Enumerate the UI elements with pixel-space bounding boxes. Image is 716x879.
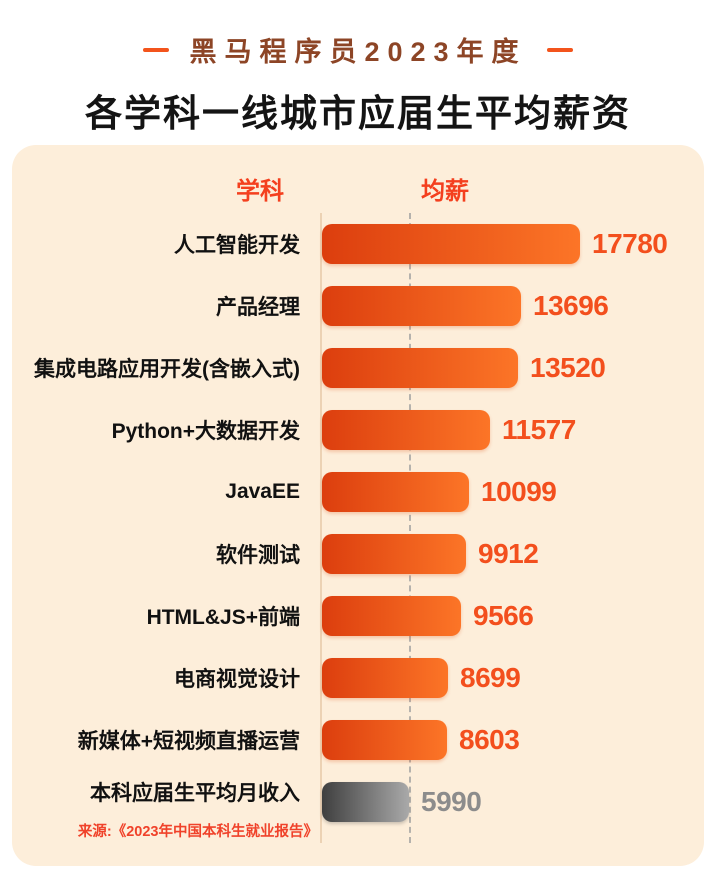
chart-row: 人工智能开发 17780 [12, 213, 704, 275]
bar-value: 8603 [459, 724, 520, 755]
chart-row: Python+大数据开发 11577 [12, 399, 704, 461]
chart-card: 学科 均薪 人工智能开发 17780 产品经理 13696 集成电路应用开发(含嵌入式)… [12, 145, 704, 866]
chart-row: JavaEE 10099 [12, 461, 704, 523]
chart-row: 集成电路应用开发(含嵌入式) 13520 [12, 337, 704, 399]
bar-label: 人工智能开发 [174, 234, 300, 257]
chart-row: 电商视觉设计 8699 [12, 647, 704, 709]
bar-track: 13520 [312, 348, 704, 388]
bar-track: 9566 [312, 596, 704, 636]
bar-label: Python+大数据开发 [111, 420, 300, 443]
bar-track: 11577 [312, 410, 704, 450]
chart-rows: 人工智能开发 17780 产品经理 13696 集成电路应用开发(含嵌入式) 13520 P… [12, 213, 704, 833]
page-header: 黑马程序员2023年度 各学科一线城市应届生平均薪资 [0, 0, 716, 137]
page-subtitle: 黑马程序员2023年度 [189, 37, 527, 67]
bar-value: 13520 [530, 352, 606, 383]
bar-label: 新媒体+短视频直播运营 [77, 730, 300, 753]
bar-label: 产品经理 [216, 296, 300, 319]
salary-bar [322, 410, 490, 450]
bar-label: 集成电路应用开发(含嵌入式) [34, 358, 300, 381]
bar-label: 本科应届生平均月收入 [90, 782, 300, 805]
bar-value: 9566 [473, 600, 534, 631]
chart-row: 产品经理 13696 [12, 275, 704, 337]
source-note: 来源:《2023年中国本科生就业报告》 [77, 824, 318, 840]
column-header-subject: 学科 [236, 178, 284, 205]
bar-value: 11577 [502, 414, 576, 445]
bar-track: 8699 [312, 658, 704, 698]
bar-value: 9912 [478, 538, 539, 569]
bar-value: 17780 [592, 228, 668, 259]
salary-bar [322, 596, 461, 636]
bar-track: 5990 [312, 782, 704, 822]
bar-track: 8603 [312, 720, 704, 760]
axis-line [320, 213, 322, 843]
bar-label: HTML&JS+前端 [146, 606, 300, 629]
chart-row: 新媒体+短视频直播运营 8603 [12, 709, 704, 771]
bar-label: 电商视觉设计 [174, 668, 300, 691]
salary-bar [322, 348, 518, 388]
salary-bar [322, 658, 448, 698]
bar-label: JavaEE [225, 480, 300, 503]
chart-row: 软件测试 9912 [12, 523, 704, 585]
bar-value: 5990 [421, 786, 482, 817]
reference-dashed-line [409, 213, 411, 843]
salary-bar [322, 286, 521, 326]
bar-track: 10099 [312, 472, 704, 512]
salary-bar [322, 534, 466, 574]
bar-label: 软件测试 [216, 544, 300, 567]
column-header-salary: 均薪 [421, 178, 469, 205]
bar-chart: 人工智能开发 17780 产品经理 13696 集成电路应用开发(含嵌入式) 13520 P… [12, 213, 704, 843]
page-title: 各学科一线城市应届生平均薪资 [85, 93, 631, 134]
salary-bar [322, 720, 447, 760]
salary-bar [322, 472, 469, 512]
salary-bar [322, 224, 580, 264]
bar-track: 13696 [312, 286, 704, 326]
decorative-dash-right-icon [546, 47, 573, 52]
reference-bar [322, 782, 409, 822]
bar-value: 13696 [533, 290, 609, 321]
bar-track: 17780 [312, 224, 704, 264]
subtitle-row: 黑马程序员2023年度 [0, 30, 716, 69]
chart-row: HTML&JS+前端 9566 [12, 585, 704, 647]
bar-track: 9912 [312, 534, 704, 574]
decorative-dash-left-icon [143, 47, 170, 52]
column-headers: 学科 均薪 [12, 145, 704, 211]
bar-value: 10099 [481, 476, 557, 507]
chart-row: 本科应届生平均月收入 5990 [12, 771, 704, 833]
bar-value: 8699 [460, 662, 521, 693]
